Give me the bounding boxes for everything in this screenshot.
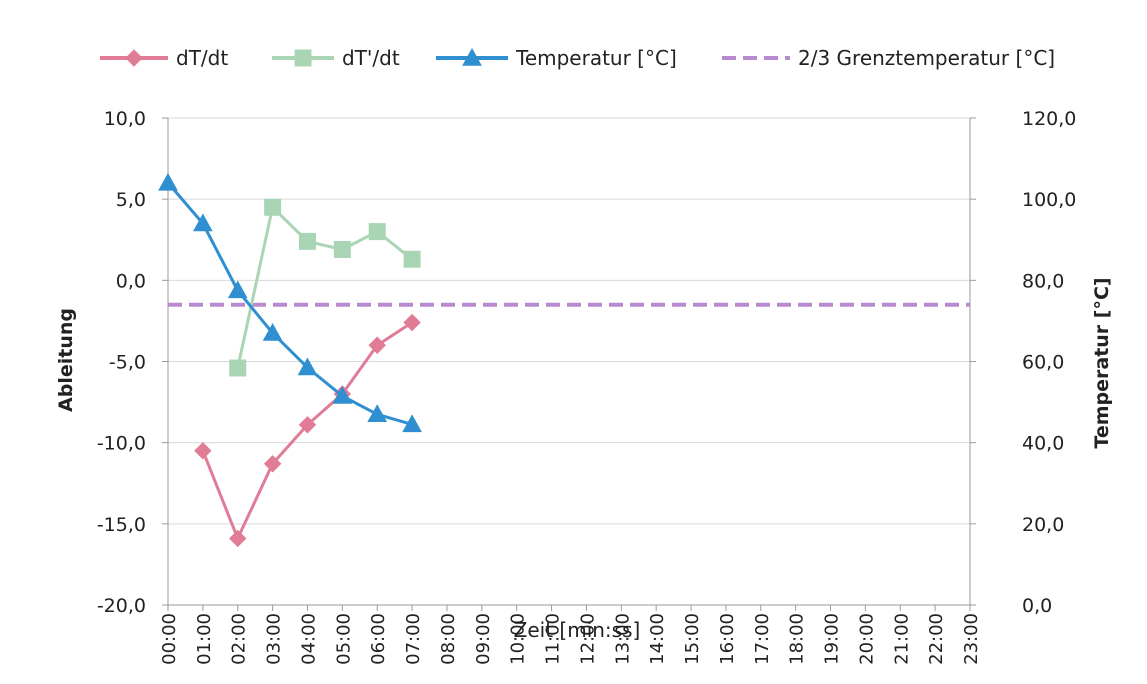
x-axis-label: Zeit [min:ss] bbox=[514, 618, 641, 642]
y-tick-label-right: 60,0 bbox=[1022, 352, 1064, 374]
data-point bbox=[229, 529, 247, 548]
x-tick-label: 09:00 bbox=[473, 613, 494, 665]
x-tick-label: 17:00 bbox=[752, 613, 773, 665]
x-tick-label: 01:00 bbox=[194, 613, 215, 665]
series-layer bbox=[158, 172, 970, 548]
data-point bbox=[368, 223, 386, 241]
x-tick-label: 12:00 bbox=[577, 613, 598, 665]
legend: dT/dt dT'/dt Temperatur [°C] 2/3 Grenztempe… bbox=[100, 46, 1055, 70]
x-tick-label: 20:00 bbox=[856, 613, 877, 665]
y-tick-label-left: 0,0 bbox=[116, 270, 146, 292]
x-tick-label: 00:00 bbox=[159, 613, 180, 665]
y-tick-label-right: 80,0 bbox=[1022, 270, 1064, 292]
data-point bbox=[158, 172, 178, 191]
y-tick-label-right: 20,0 bbox=[1022, 514, 1064, 536]
data-point bbox=[227, 280, 248, 299]
y-tick-label-left: -15,0 bbox=[97, 514, 146, 536]
x-tick-label: 21:00 bbox=[891, 613, 912, 665]
x-tick-label: 22:00 bbox=[926, 613, 947, 665]
data-point bbox=[402, 414, 422, 433]
x-tick-label: 11:00 bbox=[543, 613, 564, 665]
series-1 bbox=[229, 198, 421, 377]
data-point bbox=[403, 313, 421, 332]
x-tick-label: 14:00 bbox=[647, 613, 668, 665]
y-tick-label-right: 0,0 bbox=[1022, 595, 1052, 617]
data-point bbox=[298, 232, 316, 250]
x-tick-label: 08:00 bbox=[438, 613, 459, 665]
data-point bbox=[193, 213, 213, 232]
y-tick-label-left: 5,0 bbox=[116, 189, 146, 211]
data-point bbox=[333, 240, 351, 258]
x-tick-label: 10:00 bbox=[508, 613, 529, 665]
y-axis-left-label: Ableitung bbox=[55, 308, 77, 412]
x-tick-label: 02:00 bbox=[229, 613, 250, 665]
x-tick-label: 16:00 bbox=[717, 613, 738, 665]
legend-marker-2 bbox=[462, 47, 482, 66]
legend-label-3: 2/3 Grenztemperatur [°C] bbox=[798, 46, 1055, 70]
legend-label-0: dT/dt bbox=[176, 46, 228, 70]
data-point bbox=[332, 385, 353, 404]
series-2 bbox=[158, 172, 422, 433]
y-tick-label-left: -20,0 bbox=[97, 595, 146, 617]
data-point bbox=[263, 455, 282, 473]
x-tick-label: 18:00 bbox=[787, 613, 808, 665]
data-point bbox=[264, 198, 282, 216]
y-tick-label-right: 120,0 bbox=[1022, 108, 1076, 130]
legend-marker-0 bbox=[125, 49, 143, 67]
series-0 bbox=[194, 313, 421, 548]
data-point bbox=[367, 404, 388, 422]
data-point bbox=[262, 323, 283, 341]
y-tick-label-left: -5,0 bbox=[109, 352, 146, 374]
data-point bbox=[194, 442, 212, 460]
data-point bbox=[368, 336, 386, 354]
legend-label-2: Temperatur [°C] bbox=[515, 46, 677, 70]
x-tick-label: 13:00 bbox=[612, 613, 633, 665]
x-tick-label: 19:00 bbox=[822, 613, 843, 665]
x-tick-label: 07:00 bbox=[403, 613, 424, 665]
y-axis-right-label: Temperatur [°C] bbox=[1091, 277, 1113, 448]
y-tick-label-right: 40,0 bbox=[1022, 433, 1064, 455]
y-tick-label-right: 100,0 bbox=[1022, 189, 1076, 211]
data-point bbox=[298, 416, 317, 434]
data-point bbox=[297, 357, 318, 376]
data-point bbox=[229, 359, 247, 377]
x-tick-label: 23:00 bbox=[961, 613, 982, 665]
x-tick-label: 15:00 bbox=[682, 613, 703, 665]
legend-marker-1 bbox=[294, 49, 312, 67]
x-tick-label: 06:00 bbox=[368, 613, 389, 665]
y-tick-label-left: 10,0 bbox=[104, 108, 146, 130]
legend-label-1: dT'/dt bbox=[342, 46, 400, 70]
x-tick-label: 04:00 bbox=[298, 613, 319, 665]
series-line bbox=[166, 181, 413, 426]
y-tick-label-left: -10,0 bbox=[97, 433, 146, 455]
x-tick-label: 05:00 bbox=[333, 613, 354, 665]
data-point bbox=[403, 250, 421, 268]
axes: 10,0 120,0 5,0 100,0 0,0 80,0 -5,0 60,0 -10,0 40,… bbox=[97, 108, 1077, 665]
x-tick-label: 03:00 bbox=[264, 613, 285, 665]
